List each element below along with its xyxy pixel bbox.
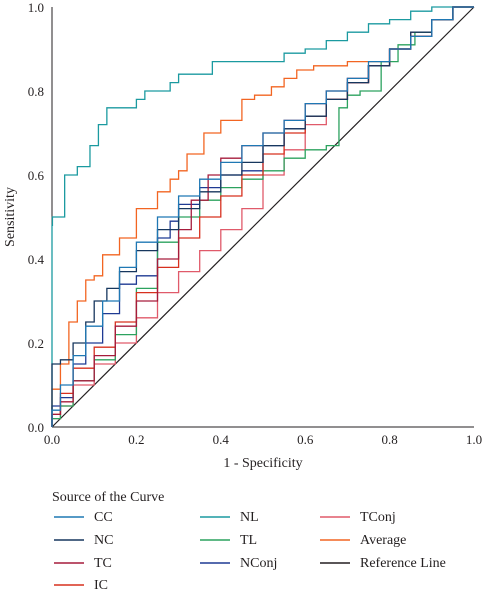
x-tick-labels: 0.0 0.2 0.4 0.6 0.8 1.0 bbox=[44, 432, 482, 447]
plot-area: 0.0 0.2 0.4 0.6 0.8 1.0 0.0 0.2 0.4 0.6 0.8 1.0 bbox=[28, 0, 482, 447]
x-tick-label: 0.6 bbox=[297, 432, 314, 447]
legend-label: Average bbox=[360, 533, 406, 548]
legend-item-nl: NL bbox=[200, 510, 259, 525]
legend-label: NC bbox=[94, 533, 113, 548]
legend-label: CC bbox=[94, 510, 113, 525]
legend-label: NL bbox=[240, 510, 259, 525]
series-line-reference-line bbox=[51, 6, 475, 428]
y-tick-label: 0.6 bbox=[28, 168, 45, 183]
x-tick-label: 0.0 bbox=[44, 432, 60, 447]
legend-label: TL bbox=[240, 533, 257, 548]
y-tick-label: 0.8 bbox=[28, 84, 44, 99]
legend-label: NConj bbox=[240, 556, 277, 571]
legend-item-average: Average bbox=[320, 533, 406, 548]
x-tick-label: 0.4 bbox=[213, 432, 230, 447]
legend-item-nc: NC bbox=[54, 533, 113, 548]
y-axis-title: Sensitivity bbox=[3, 187, 18, 247]
series-layer bbox=[51, 6, 475, 428]
legend-label: TC bbox=[94, 556, 112, 571]
y-tick-label: 0.4 bbox=[28, 252, 45, 267]
y-tick-label: 0.2 bbox=[28, 336, 44, 351]
x-tick-label: 0.8 bbox=[381, 432, 397, 447]
series-line-average bbox=[51, 6, 474, 427]
series-line-cc bbox=[51, 6, 474, 427]
legend-title: Source of the Curve bbox=[52, 490, 164, 505]
x-tick-label: 1.0 bbox=[466, 432, 482, 447]
legend-item-reference-line: Reference Line bbox=[320, 556, 446, 571]
x-axis-title: 1 - Specificity bbox=[223, 456, 302, 471]
legend-item-tc: TC bbox=[54, 556, 112, 571]
legend-label: Reference Line bbox=[360, 556, 446, 571]
legend-items: CC NC TC IC NL TL NConj TConj Average Reference L… bbox=[54, 510, 446, 593]
x-tick-label: 0.2 bbox=[128, 432, 144, 447]
legend-item-tl: TL bbox=[200, 533, 257, 548]
y-tick-labels: 0.0 0.2 0.4 0.6 0.8 1.0 bbox=[28, 0, 45, 435]
legend-label: IC bbox=[94, 578, 108, 593]
series-line-nl bbox=[51, 6, 474, 427]
legend-item-nconj: NConj bbox=[200, 556, 277, 571]
legend-item-cc: CC bbox=[54, 510, 113, 525]
legend: Source of the Curve CC NC TC IC NL TL NConj TCo… bbox=[52, 490, 446, 593]
legend-item-ic: IC bbox=[54, 578, 108, 593]
legend-item-tconj: TConj bbox=[320, 510, 396, 525]
y-tick-label: 1.0 bbox=[28, 0, 44, 15]
y-tick-label: 0.0 bbox=[28, 420, 44, 435]
legend-label: TConj bbox=[360, 510, 396, 525]
